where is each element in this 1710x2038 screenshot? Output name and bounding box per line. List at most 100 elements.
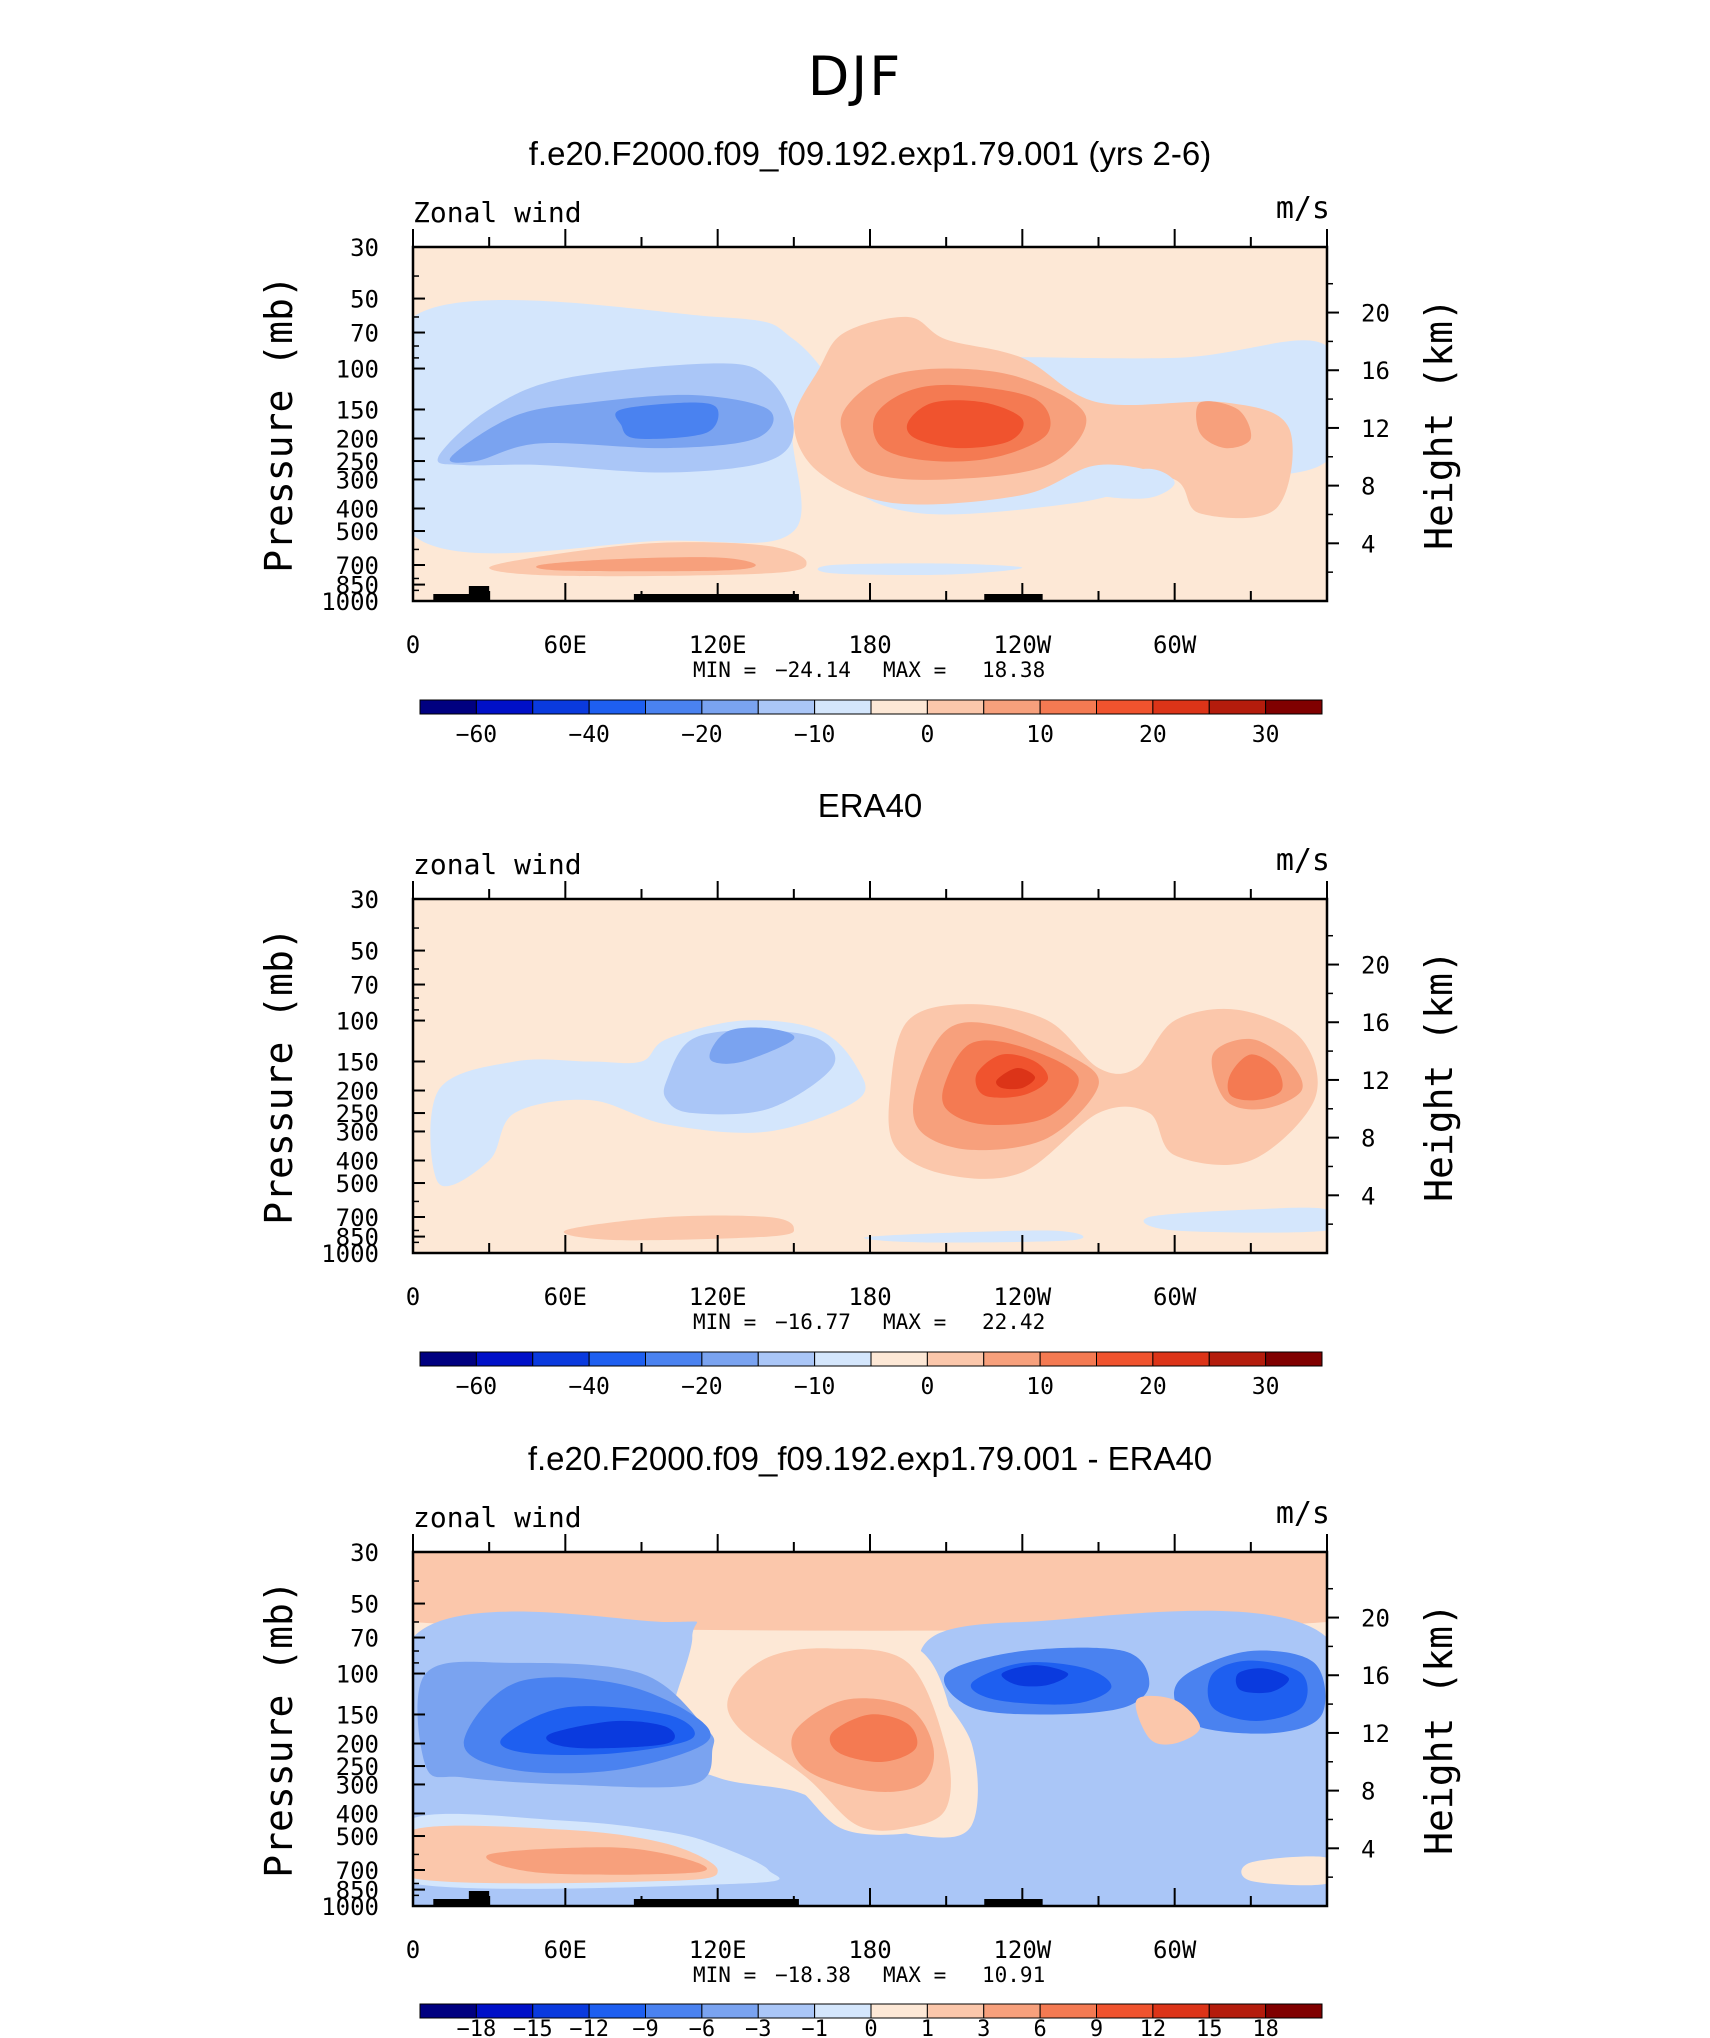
x-tick-label: 60E xyxy=(544,1283,587,1311)
colorbar-swatch xyxy=(1039,1351,1097,1367)
colorbar-label: 20 xyxy=(1139,722,1167,748)
colorbar-swatch xyxy=(475,2003,534,2019)
contour-region xyxy=(1241,1856,1327,1886)
y-tick-label: 500 xyxy=(336,1170,379,1198)
y-tick-label: 150 xyxy=(336,396,379,424)
left-label: zonal wind xyxy=(413,1501,582,1534)
colorbar-swatch xyxy=(1208,699,1267,715)
colorbar-swatch xyxy=(870,2003,928,2019)
panel-title: f.e20.F2000.f09_f09.192.exp1.79.001 - ER… xyxy=(528,1440,1212,1477)
colorbar-label: −1 xyxy=(801,2017,828,2038)
colorbar-swatch xyxy=(926,2003,985,2019)
colorbar-label: −20 xyxy=(681,1374,723,1400)
colorbar-swatch xyxy=(532,699,590,715)
colorbar-label: 10 xyxy=(1026,1374,1054,1400)
colorbar-label: 30 xyxy=(1252,1374,1280,1400)
units-label: m/s xyxy=(1276,843,1330,878)
left-label: Zonal wind xyxy=(413,196,582,229)
colorbar-label: 30 xyxy=(1252,722,1280,748)
colorbar-label: −20 xyxy=(681,722,723,748)
x-tick-label: 180 xyxy=(848,1283,891,1311)
y2-tick-label: 16 xyxy=(1361,1662,1390,1690)
colorbar-swatch xyxy=(983,699,1041,715)
colorbar-swatch xyxy=(870,699,928,715)
contour-region xyxy=(709,1027,795,1064)
y-axis-title: Pressure (mb) xyxy=(257,1580,301,1877)
colorbar-swatch xyxy=(870,1351,928,1367)
contour-region xyxy=(563,1215,795,1241)
y-tick-label: 100 xyxy=(336,1008,379,1036)
y-tick-label: 200 xyxy=(336,1078,379,1106)
y-tick-label: 1000 xyxy=(321,1893,379,1921)
x-tick-label: 120E xyxy=(689,1936,747,1964)
panel-3: f.e20.F2000.f09_f09.192.exp1.79.001 - ER… xyxy=(257,1440,1461,2038)
colorbar-swatch xyxy=(475,1351,534,1367)
min-label: MIN = xyxy=(693,1310,756,1334)
units-label: m/s xyxy=(1276,191,1330,226)
x-tick-label: 180 xyxy=(848,1936,891,1964)
x-tick-label: 0 xyxy=(406,631,420,659)
y-tick-label: 850 xyxy=(336,572,379,600)
colorbar-swatch xyxy=(1265,2003,1323,2019)
colorbar-swatch xyxy=(757,2003,816,2019)
y2-tick-label: 12 xyxy=(1361,1720,1390,1748)
colorbar-swatch xyxy=(1096,699,1154,715)
y-tick-label: 70 xyxy=(350,972,379,1000)
max-label: MAX = xyxy=(883,1310,946,1334)
y2-tick-label: 4 xyxy=(1361,1182,1375,1210)
colorbar-swatch xyxy=(645,1351,703,1367)
y-tick-label: 150 xyxy=(336,1701,379,1729)
y2-tick-label: 16 xyxy=(1361,1009,1390,1037)
contour-region xyxy=(615,402,719,439)
x-tick-label: 0 xyxy=(406,1936,420,1964)
contour-region xyxy=(1196,401,1252,449)
colorbar-label: −9 xyxy=(632,2017,659,2038)
colorbar-label: −3 xyxy=(745,2017,772,2038)
topography xyxy=(468,586,490,601)
y-tick-label: 400 xyxy=(336,1800,379,1828)
colorbar-label: 0 xyxy=(920,722,934,748)
colorbar-label: 10 xyxy=(1026,722,1054,748)
topography xyxy=(433,594,485,601)
colorbar-swatch xyxy=(475,699,534,715)
colorbar-swatch xyxy=(1096,1351,1154,1367)
y-tick-label: 250 xyxy=(336,1753,379,1781)
y2-tick-label: 12 xyxy=(1361,415,1390,443)
colorbar-swatch xyxy=(1039,2003,1097,2019)
colorbar-swatch xyxy=(645,2003,703,2019)
colorbar-swatch xyxy=(532,2003,590,2019)
x-tick-label: 60W xyxy=(1153,1283,1197,1311)
y2-axis-title: Height (km) xyxy=(1417,298,1461,550)
contour-region xyxy=(1227,1054,1283,1101)
contour-region xyxy=(996,1067,1036,1090)
colorbar-label: −12 xyxy=(569,2017,609,2038)
colorbar-label: −40 xyxy=(568,722,610,748)
y-tick-label: 400 xyxy=(336,1147,379,1175)
min-value: −16.77 xyxy=(775,1310,851,1334)
y-axis-title: Pressure (mb) xyxy=(257,927,301,1224)
y-tick-label: 400 xyxy=(336,495,379,523)
colorbar-swatch xyxy=(757,1351,816,1367)
y2-tick-label: 8 xyxy=(1361,1125,1375,1153)
min-label: MIN = xyxy=(693,658,756,682)
colorbar-swatch xyxy=(1208,2003,1267,2019)
contour-region xyxy=(536,557,756,572)
colorbar-swatch xyxy=(814,699,872,715)
y-tick-label: 50 xyxy=(350,1591,379,1619)
colorbar-swatch xyxy=(1265,1351,1323,1367)
contour-region xyxy=(486,1847,707,1875)
contour-region xyxy=(413,1552,1327,1631)
colorbar-swatch xyxy=(645,699,703,715)
colorbar-swatch xyxy=(419,1351,477,1367)
topography xyxy=(468,1891,490,1906)
y-tick-label: 50 xyxy=(350,938,379,966)
panel-1: f.e20.F2000.f09_f09.192.exp1.79.001 (yrs… xyxy=(257,135,1461,748)
colorbar-swatch xyxy=(757,699,816,715)
colorbar: −60 −40 −20 −10 0 10 20 30 xyxy=(419,699,1323,748)
y-tick-label: 1000 xyxy=(321,1240,379,1268)
y-tick-label: 700 xyxy=(336,1204,379,1232)
topography xyxy=(633,594,799,601)
colorbar-swatch xyxy=(419,2003,477,2019)
figure-title: DJF xyxy=(808,45,903,108)
